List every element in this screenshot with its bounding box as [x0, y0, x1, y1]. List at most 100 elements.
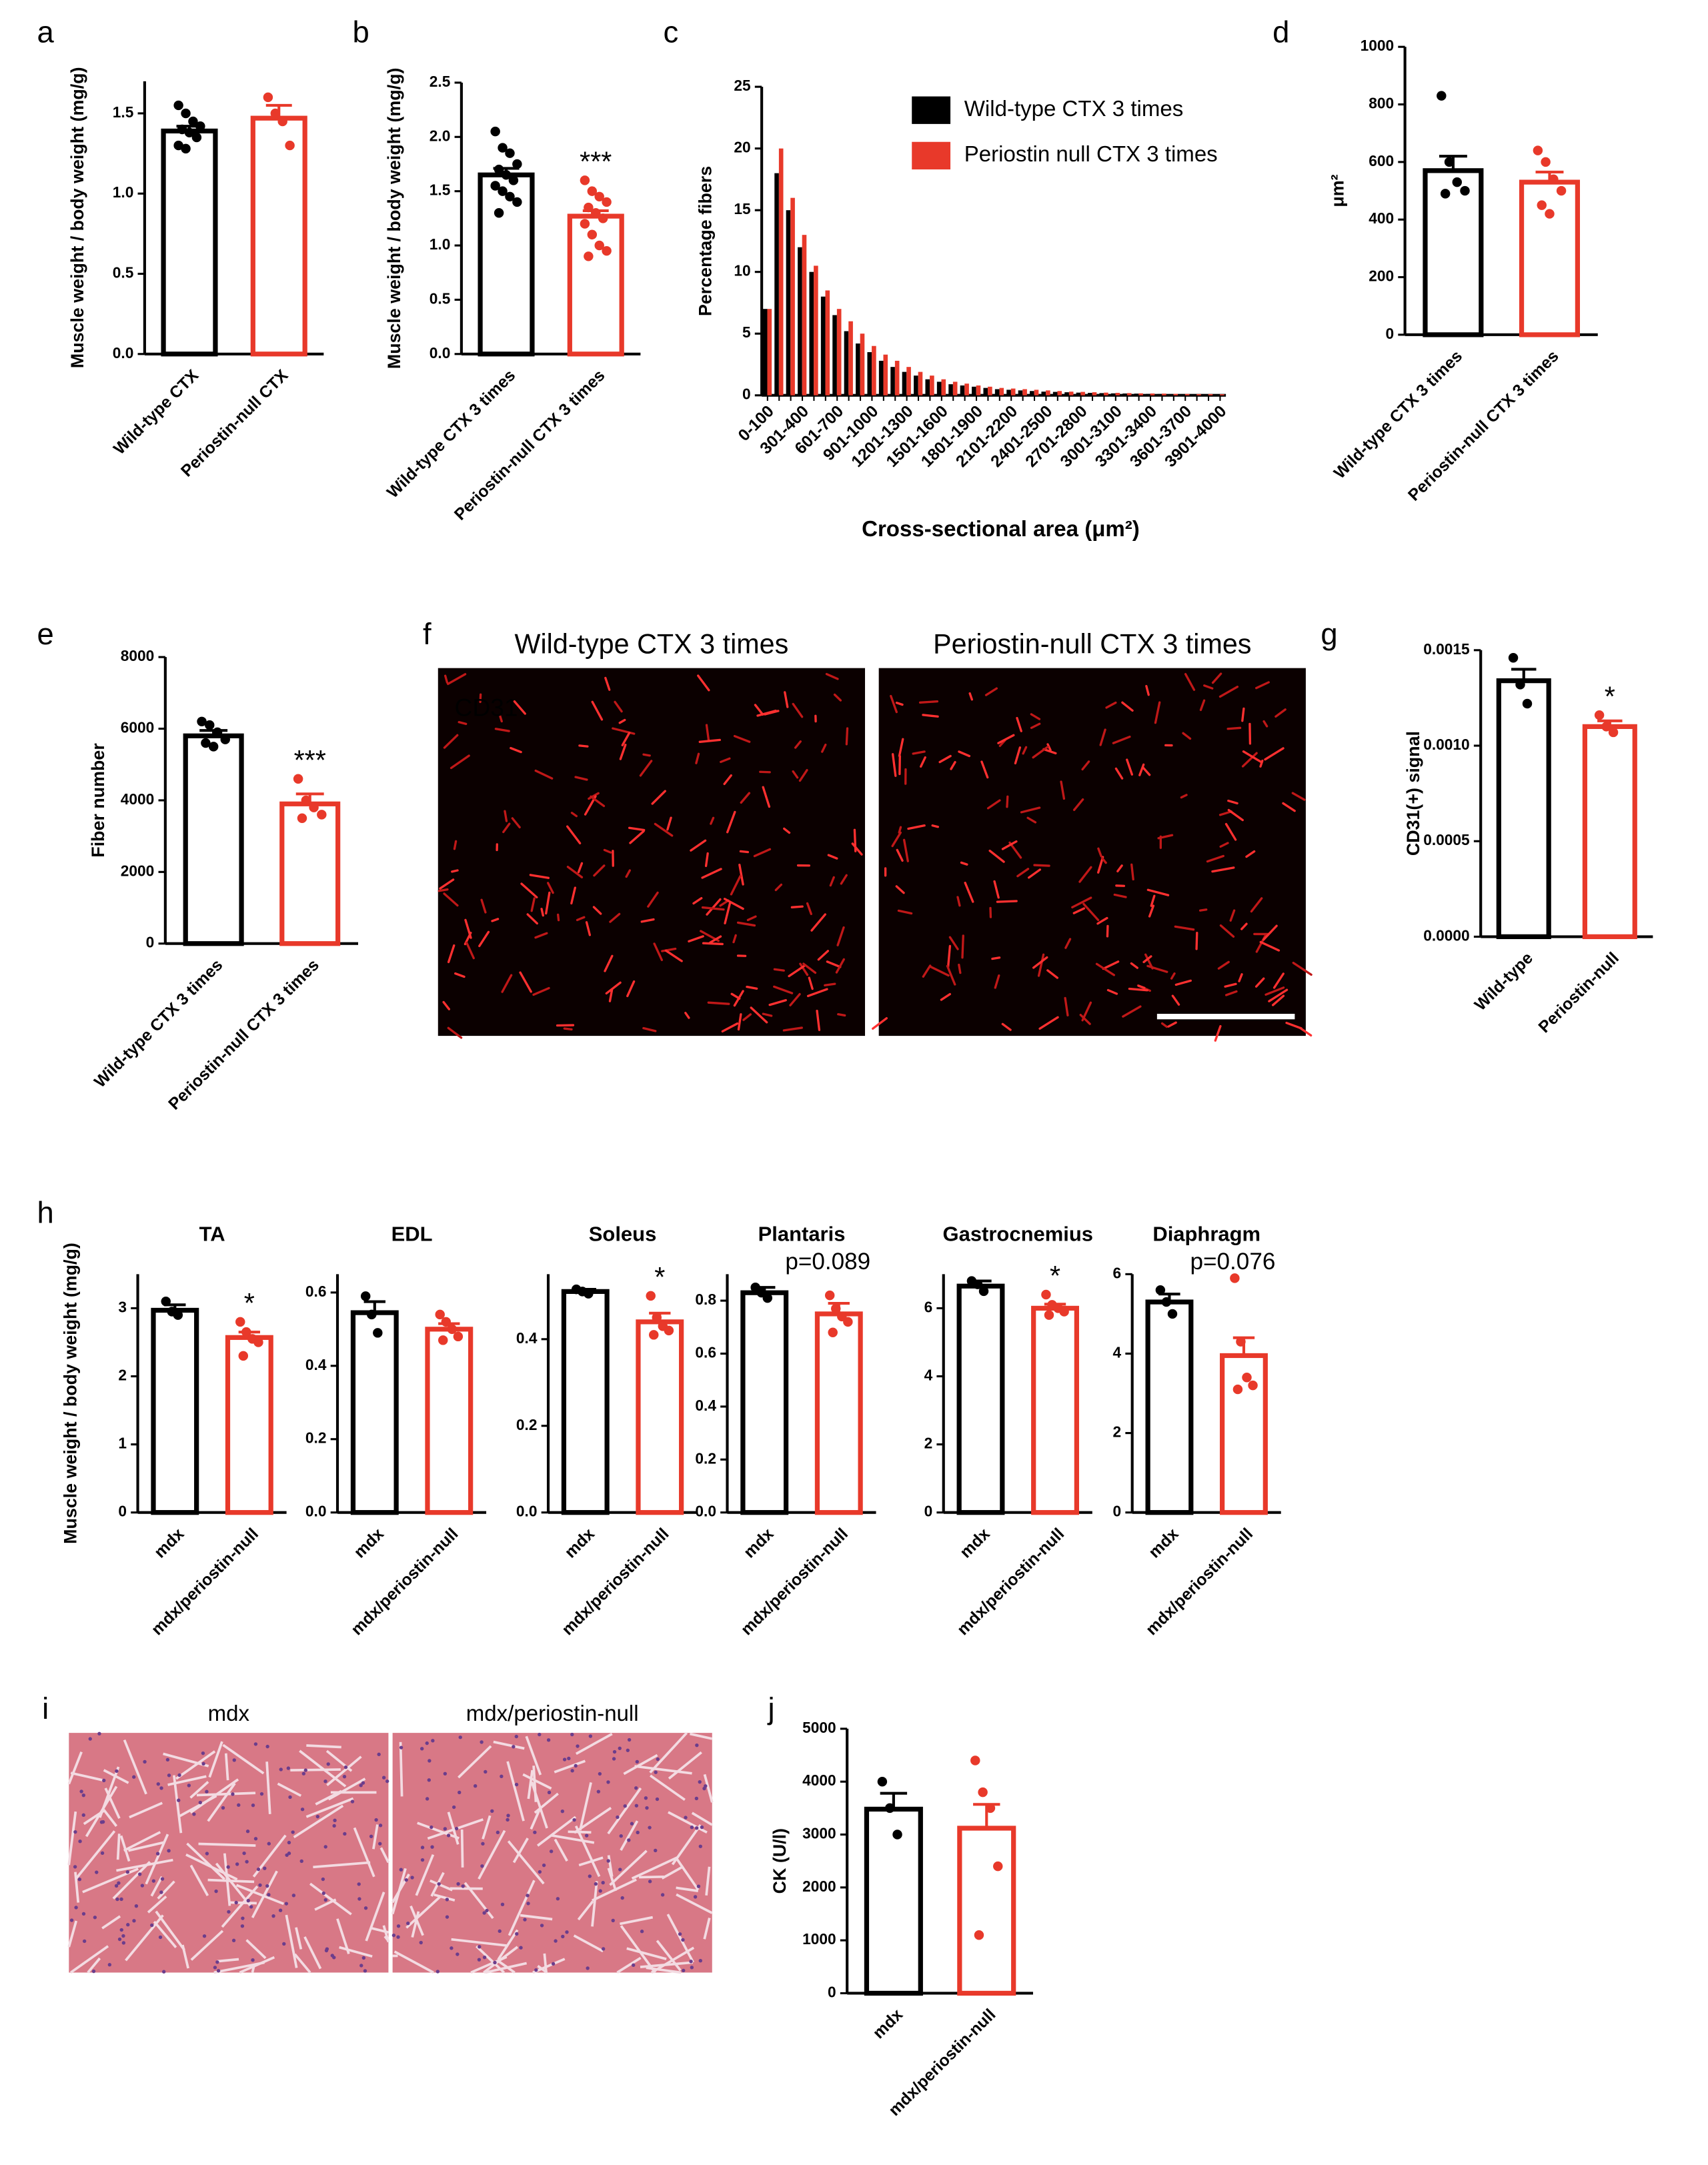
- vessel: [740, 792, 751, 804]
- bar: [941, 379, 946, 396]
- nucleus: [632, 1963, 636, 1968]
- bar: [1173, 394, 1178, 396]
- vessel: [513, 700, 526, 715]
- bar: [1192, 394, 1197, 396]
- vessel: [1219, 924, 1235, 938]
- bar: [1146, 394, 1150, 396]
- nucleus: [612, 1757, 616, 1761]
- nucleus: [698, 1779, 702, 1784]
- x-tick-label: mdx: [351, 1525, 387, 1561]
- nucleus: [132, 1919, 136, 1923]
- vessel: [754, 704, 764, 716]
- nucleus: [640, 1930, 644, 1934]
- bar: [774, 173, 779, 396]
- vessel: [1142, 766, 1151, 776]
- vessel: [619, 744, 627, 760]
- cell-border: [299, 1749, 347, 1787]
- vessel: [1264, 986, 1285, 996]
- nucleus: [201, 1761, 205, 1766]
- nucleus: [570, 1769, 574, 1773]
- vessel: [762, 1012, 773, 1017]
- vessel: [1078, 866, 1092, 883]
- vessel: [570, 812, 578, 818]
- cell-border: [609, 1850, 648, 1886]
- vessel: [1020, 806, 1041, 814]
- data-point: [208, 742, 219, 752]
- nucleus: [620, 1896, 624, 1900]
- bar: [1031, 1305, 1079, 1515]
- y-tick-label: 3000: [802, 1825, 836, 1842]
- bar: [972, 386, 976, 396]
- annotation: p=0.076: [1190, 1249, 1276, 1275]
- vessel: [825, 672, 839, 680]
- data-point: [1230, 1273, 1240, 1283]
- nucleus: [696, 1884, 701, 1888]
- nucleus: [253, 1837, 258, 1841]
- y-tick-label: 4: [924, 1367, 933, 1384]
- panel-label: f: [423, 617, 432, 651]
- y-tick-label: 0.0: [113, 344, 134, 362]
- vessel: [566, 866, 584, 878]
- nucleus: [125, 1870, 130, 1874]
- cell-border: [639, 1875, 664, 1879]
- nucleus: [369, 1834, 373, 1838]
- y-tick-label: 2000: [121, 862, 155, 879]
- vessel: [1028, 868, 1042, 879]
- data-point: [884, 1803, 895, 1814]
- vessel: [697, 674, 710, 692]
- data-point: [373, 1328, 383, 1338]
- vessel: [1064, 938, 1072, 949]
- vessel: [806, 988, 828, 997]
- nucleus: [514, 1734, 518, 1739]
- nucleus: [644, 1796, 648, 1800]
- nucleus: [654, 1848, 658, 1853]
- nucleus: [177, 1773, 181, 1777]
- vessel: [956, 896, 961, 907]
- cell-border: [119, 1835, 131, 1862]
- nucleus: [698, 1959, 702, 1963]
- data-point: [649, 1330, 659, 1340]
- nucleus: [420, 1858, 425, 1862]
- vessel: [1096, 916, 1108, 925]
- nucleus: [427, 1778, 432, 1782]
- vessel: [753, 848, 772, 858]
- nucleus: [634, 1803, 639, 1808]
- vessel: [993, 880, 1000, 899]
- vessel: [1138, 763, 1145, 776]
- nucleus: [458, 1790, 462, 1795]
- data-point: [646, 1291, 656, 1301]
- bar: [1157, 394, 1162, 396]
- stain-label: CD31: [455, 693, 518, 721]
- nucleus: [500, 1774, 504, 1778]
- nucleus: [506, 1818, 510, 1822]
- vessel: [1157, 834, 1174, 840]
- cell-border: [552, 1834, 595, 1844]
- vessel: [1170, 972, 1176, 980]
- nucleus: [627, 1737, 632, 1742]
- vessel: [684, 1011, 690, 1019]
- data-point: [877, 1777, 888, 1787]
- panel-label: j: [767, 1691, 775, 1725]
- nucleus: [159, 1786, 163, 1790]
- nucleus: [588, 1734, 593, 1738]
- cell-border: [675, 1857, 700, 1891]
- vessel: [964, 881, 974, 903]
- nucleus: [425, 1741, 429, 1745]
- nucleus: [655, 1797, 660, 1801]
- bar: [1204, 394, 1208, 396]
- data-point: [664, 1325, 674, 1336]
- nucleus: [540, 1924, 544, 1928]
- nucleus: [482, 1955, 487, 1960]
- nucleus: [458, 1735, 462, 1739]
- annotation: p=0.089: [785, 1249, 870, 1275]
- vessel: [1282, 802, 1296, 812]
- nucleus: [660, 1893, 665, 1897]
- vessel: [1245, 850, 1256, 858]
- nucleus: [586, 1966, 590, 1970]
- cell-border: [290, 1768, 341, 1771]
- cell-border: [245, 1939, 267, 1960]
- nucleus: [612, 1749, 617, 1754]
- nucleus: [115, 1769, 119, 1773]
- data-point: [438, 1335, 448, 1345]
